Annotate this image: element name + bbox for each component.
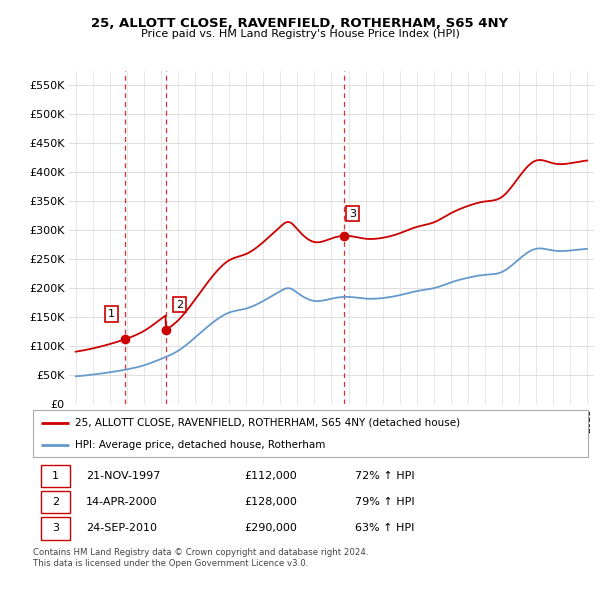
Text: 72% ↑ HPI: 72% ↑ HPI	[355, 471, 415, 481]
Text: 3: 3	[349, 209, 356, 219]
Text: 2: 2	[176, 300, 183, 310]
Text: 1: 1	[52, 471, 59, 481]
Text: Price paid vs. HM Land Registry's House Price Index (HPI): Price paid vs. HM Land Registry's House …	[140, 29, 460, 39]
FancyBboxPatch shape	[41, 491, 70, 513]
Text: 63% ↑ HPI: 63% ↑ HPI	[355, 523, 414, 533]
Text: 21-NOV-1997: 21-NOV-1997	[86, 471, 160, 481]
Text: This data is licensed under the Open Government Licence v3.0.: This data is licensed under the Open Gov…	[33, 559, 308, 568]
Text: 14-APR-2000: 14-APR-2000	[86, 497, 157, 507]
Text: Contains HM Land Registry data © Crown copyright and database right 2024.: Contains HM Land Registry data © Crown c…	[33, 548, 368, 556]
Text: 25, ALLOTT CLOSE, RAVENFIELD, ROTHERHAM, S65 4NY: 25, ALLOTT CLOSE, RAVENFIELD, ROTHERHAM,…	[91, 17, 509, 30]
Text: £112,000: £112,000	[244, 471, 296, 481]
Text: 1: 1	[108, 309, 115, 319]
Text: HPI: Average price, detached house, Rotherham: HPI: Average price, detached house, Roth…	[74, 441, 325, 450]
Text: £290,000: £290,000	[244, 523, 297, 533]
Text: 3: 3	[52, 523, 59, 533]
Text: 79% ↑ HPI: 79% ↑ HPI	[355, 497, 415, 507]
FancyBboxPatch shape	[41, 517, 70, 539]
Text: 24-SEP-2010: 24-SEP-2010	[86, 523, 157, 533]
Text: 25, ALLOTT CLOSE, RAVENFIELD, ROTHERHAM, S65 4NY (detached house): 25, ALLOTT CLOSE, RAVENFIELD, ROTHERHAM,…	[74, 418, 460, 428]
FancyBboxPatch shape	[41, 465, 70, 487]
Text: £128,000: £128,000	[244, 497, 297, 507]
Text: 2: 2	[52, 497, 59, 507]
FancyBboxPatch shape	[33, 410, 588, 457]
